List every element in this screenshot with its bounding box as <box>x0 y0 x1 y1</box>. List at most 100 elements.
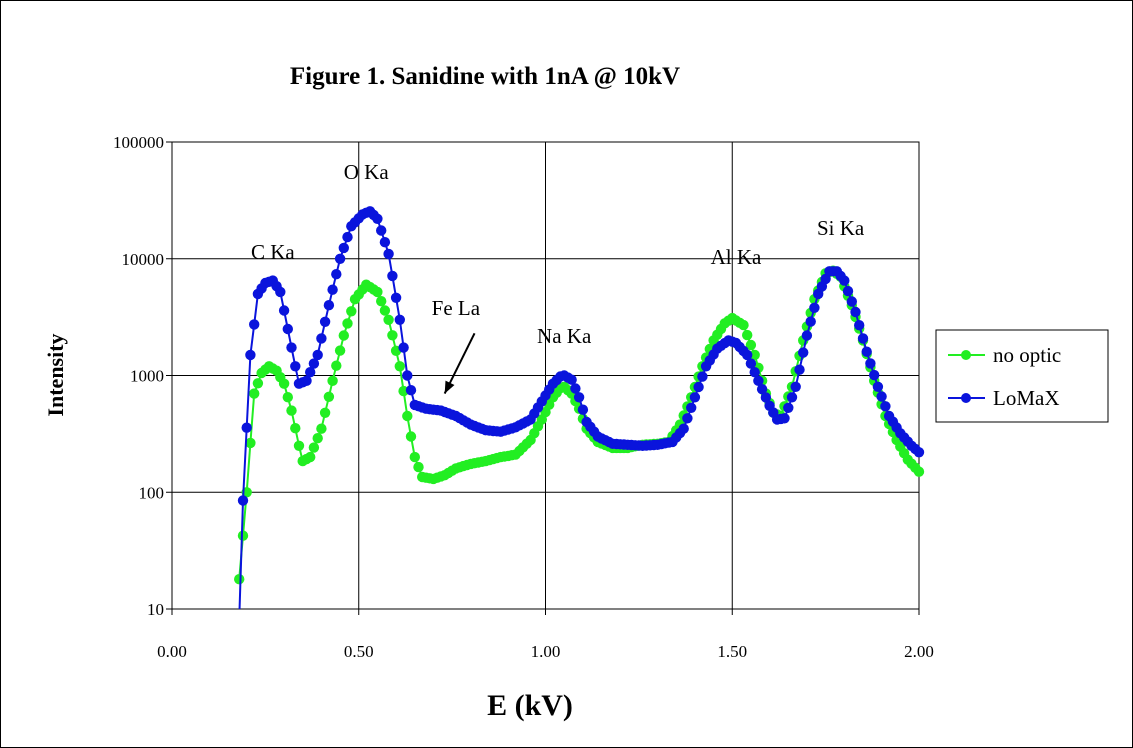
data-point-lomax <box>865 358 876 369</box>
data-point-no-optic <box>372 286 383 298</box>
data-point-lomax <box>241 422 252 433</box>
y-tick-label: 100000 <box>113 133 164 152</box>
data-point-lomax <box>278 305 290 316</box>
data-point-lomax <box>850 306 861 318</box>
peak-label: Al Ka <box>711 245 762 269</box>
data-point-lomax <box>334 253 346 264</box>
peak-label: Na Ka <box>537 324 592 348</box>
plot-area: 10 100 1000 10000 100000 0.00 0.50 1.00 1.50 2.0… <box>113 133 934 661</box>
peak-label: C Ka <box>251 240 295 264</box>
data-point-no-optic <box>305 451 316 463</box>
data-point-lomax <box>379 237 391 248</box>
legend-box <box>935 329 1109 423</box>
data-point-lomax <box>372 213 383 224</box>
data-point-lomax <box>846 296 857 307</box>
data-point-lomax <box>323 300 335 311</box>
data-point-no-optic <box>338 330 349 341</box>
data-point-no-optic <box>742 329 753 341</box>
data-point-lomax <box>798 347 809 358</box>
legend-marker-lomax <box>961 393 971 403</box>
data-point-lomax <box>857 333 869 344</box>
data-point-lomax <box>842 285 854 297</box>
legend-item-lomax: LoMaX <box>948 386 1060 410</box>
y-tick-label: 100 <box>139 483 165 502</box>
data-point-lomax <box>566 374 577 385</box>
data-point-lomax <box>790 381 801 392</box>
series <box>234 206 925 625</box>
data-point-lomax <box>678 423 689 434</box>
data-point-lomax <box>872 381 884 392</box>
data-point-no-optic <box>312 433 323 444</box>
legend-item-no-optic: no optic <box>948 343 1061 367</box>
data-point-lomax <box>880 401 891 412</box>
data-point-no-optic <box>290 423 301 434</box>
data-point-lomax <box>234 615 244 625</box>
data-point-no-optic <box>342 318 353 329</box>
x-tick-label: 2.00 <box>904 642 934 661</box>
data-point-lomax <box>805 316 816 327</box>
data-point-lomax <box>786 392 798 403</box>
y-tick-label: 10 <box>147 600 164 619</box>
data-point-lomax <box>390 292 402 303</box>
data-point-lomax <box>383 248 394 260</box>
data-point-no-optic <box>405 431 417 442</box>
data-point-lomax <box>753 375 764 386</box>
data-point-lomax <box>405 385 417 396</box>
data-point-no-optic <box>413 461 424 473</box>
data-point-lomax <box>282 323 293 335</box>
legend: no optic LoMaX <box>935 329 1109 423</box>
data-point-lomax <box>682 413 693 424</box>
data-point-lomax <box>376 225 387 236</box>
x-ticks: 0.00 0.50 1.00 1.50 2.00 <box>157 609 934 661</box>
data-point-no-optic <box>394 361 405 372</box>
data-point-no-optic <box>308 442 320 453</box>
data-point-lomax <box>577 404 589 415</box>
data-point-lomax <box>749 367 760 378</box>
data-point-no-optic <box>278 378 290 389</box>
data-point-lomax <box>394 314 405 325</box>
data-point-no-optic <box>327 375 338 386</box>
data-point-no-optic <box>376 296 387 307</box>
data-point-lomax <box>783 402 794 413</box>
data-point-lomax <box>760 392 772 403</box>
data-point-no-optic <box>293 440 305 451</box>
data-point-no-optic <box>286 405 297 416</box>
annotations: C Ka O Ka Fe La Na Ka Al Ka Si Ka <box>251 160 865 395</box>
data-point-no-optic <box>383 314 394 325</box>
peak-label: Fe La <box>432 296 481 320</box>
data-point-no-optic <box>334 345 346 356</box>
data-point-lomax <box>327 284 338 295</box>
y-axis-label: Intensity <box>43 333 68 416</box>
data-point-lomax <box>869 369 880 381</box>
data-point-lomax <box>794 364 805 375</box>
legend-marker-no-optic <box>961 350 971 360</box>
data-point-lomax <box>245 349 256 361</box>
x-tick-label: 1.00 <box>531 642 561 661</box>
data-point-lomax <box>308 358 320 369</box>
x-tick-label: 1.50 <box>717 642 747 661</box>
data-point-lomax <box>801 330 813 341</box>
data-point-lomax <box>876 391 887 402</box>
x-tick-label: 0.50 <box>344 642 374 661</box>
data-point-no-optic <box>379 305 391 316</box>
data-point-lomax <box>305 367 316 378</box>
data-point-lomax <box>697 371 708 382</box>
data-point-lomax <box>286 342 297 353</box>
data-point-no-optic <box>913 466 925 477</box>
data-point-no-optic <box>237 530 249 541</box>
data-point-no-optic <box>387 330 398 341</box>
data-point-lomax <box>312 349 323 361</box>
data-point-lomax <box>319 316 331 327</box>
data-point-lomax <box>742 349 753 361</box>
data-point-lomax <box>249 319 260 330</box>
annotation-arrow-head <box>444 380 455 394</box>
data-point-no-optic <box>346 306 357 317</box>
y-tick-label: 10000 <box>122 250 165 269</box>
data-point-lomax <box>338 242 349 254</box>
data-point-lomax <box>402 370 413 381</box>
series-lomax <box>234 206 925 625</box>
data-point-lomax <box>913 447 925 458</box>
y-ticks: 10 100 1000 10000 100000 <box>113 133 172 619</box>
data-point-no-optic <box>319 407 331 418</box>
data-point-lomax <box>839 275 850 286</box>
